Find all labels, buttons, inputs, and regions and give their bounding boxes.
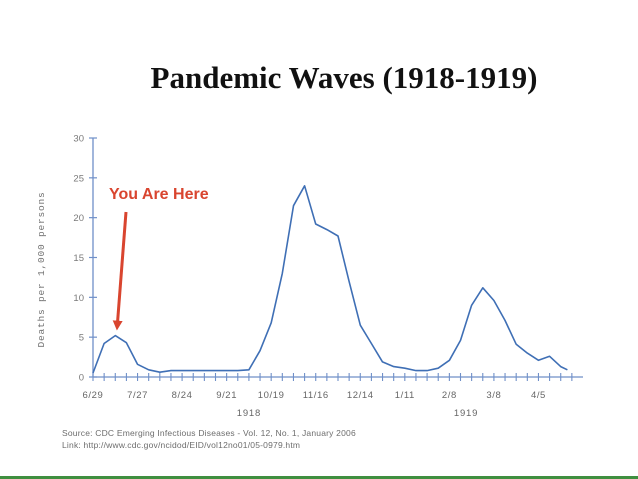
y-tick-label: 10 xyxy=(73,293,84,304)
y-tick-label: 0 xyxy=(79,373,84,384)
x-tick-label: 4/5 xyxy=(531,390,546,401)
x-tick-label: 7/27 xyxy=(127,390,148,401)
source-citation: Source: CDC Emerging Infectious Diseases… xyxy=(62,428,356,438)
y-tick-label: 30 xyxy=(73,134,84,145)
x-tick-label: 9/21 xyxy=(216,390,237,401)
year-label: 1919 xyxy=(454,408,478,419)
y-tick-label: 5 xyxy=(79,333,84,344)
series-group xyxy=(92,185,568,374)
year-label: 1918 xyxy=(237,408,261,419)
x-tick-label: 11/16 xyxy=(303,390,329,401)
x-tick-label: 12/14 xyxy=(347,390,374,401)
y-tick-label: 25 xyxy=(73,173,84,184)
x-tick-label: 10/19 xyxy=(258,390,285,401)
source-link: Link: http://www.cdc.gov/ncidod/EID/vol1… xyxy=(62,440,301,450)
chart-axes xyxy=(92,138,583,378)
series-line-1 xyxy=(92,185,568,374)
x-tick-label: 3/8 xyxy=(486,390,501,401)
annotation-label: You Are Here xyxy=(109,186,209,203)
y-ticks: 0 5 10 15 20 25 30 xyxy=(73,134,97,384)
y-tick-label: 15 xyxy=(73,253,84,264)
x-tick-label: 2/8 xyxy=(442,390,457,401)
x-ticks: 6/29 7/27 8/24 9/21 10/19 11/16 12/14 1/11 2/8 3/… xyxy=(83,373,573,419)
x-tick-label: 8/24 xyxy=(172,390,193,401)
annotation: You Are Here xyxy=(109,186,209,331)
x-tick-label: 6/29 xyxy=(83,390,104,401)
y-tick-label: 20 xyxy=(73,213,84,224)
y-axis-label: Deaths per 1,000 persons xyxy=(36,191,47,347)
arrow-icon xyxy=(112,211,128,331)
x-tick-label: 1/11 xyxy=(395,390,415,401)
bottom-divider xyxy=(0,476,638,479)
page-title: Pandemic Waves (1918-1919) xyxy=(150,60,538,95)
